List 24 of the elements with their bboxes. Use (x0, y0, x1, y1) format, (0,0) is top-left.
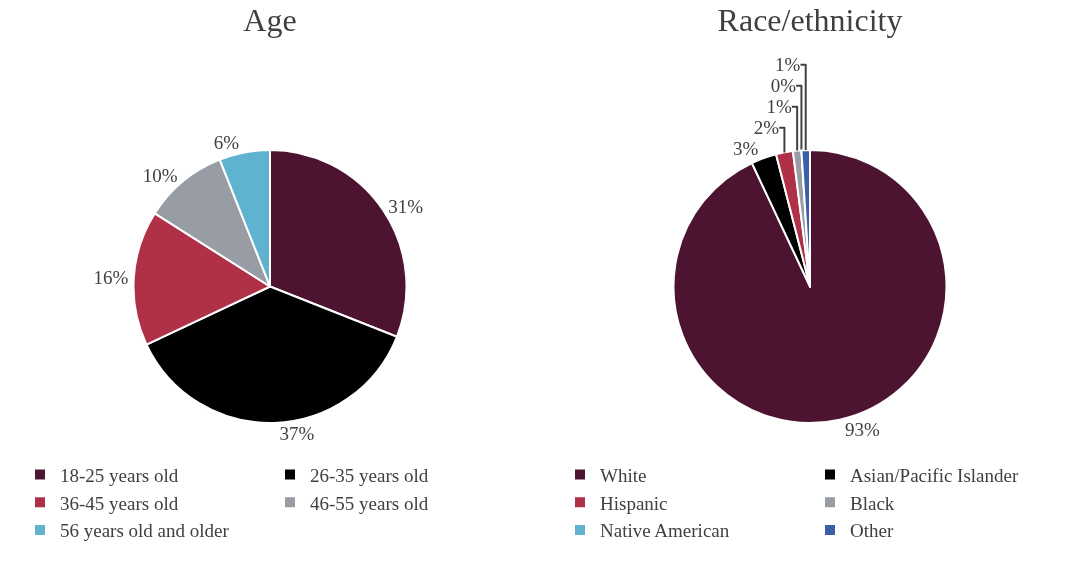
data-label: 1% (774, 54, 801, 76)
legend-label: Other (850, 520, 894, 542)
data-label: 10% (142, 164, 178, 186)
legend-label: 26-35 years old (310, 465, 429, 487)
legend-label: White (600, 465, 647, 487)
data-label: 93% (845, 419, 881, 441)
legend-label: 56 years old and older (60, 520, 230, 542)
legend-label: Hispanic (600, 492, 668, 514)
data-label: 16% (93, 267, 129, 289)
chart-title: Race/ethnicity (717, 1, 903, 38)
legend-label: Black (850, 492, 895, 514)
data-label: 1% (766, 96, 792, 118)
data-label: 37% (279, 422, 315, 444)
legend-label: 36-45 years old (60, 492, 179, 514)
data-label: 31% (388, 195, 424, 217)
legend-label: Native American (600, 520, 730, 542)
text: 0% (770, 75, 797, 97)
data-label: 6% (213, 131, 240, 153)
chart-title: Age (243, 1, 297, 38)
legend-label: 46-55 years old (310, 492, 429, 514)
data-label: 3% (733, 138, 759, 160)
legend-label: Asian/Pacific Islander (850, 465, 1019, 487)
legend-label: 18-25 years old (60, 465, 179, 487)
data-label: 2% (753, 117, 780, 139)
